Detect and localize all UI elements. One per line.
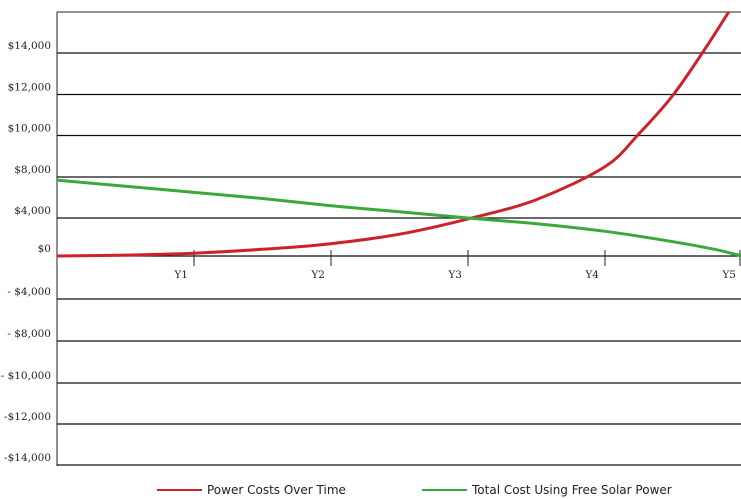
- x-tick-label: Y4: [584, 269, 599, 281]
- y-tick-label: - $8,000: [7, 328, 51, 340]
- y-tick-label: - $10,000: [1, 370, 51, 382]
- x-axis: Y1 Y2 Y3 Y4 Y5: [173, 250, 741, 281]
- legend-label: Power Costs Over Time: [207, 483, 346, 497]
- y-tick-label: -$14,000: [4, 452, 51, 464]
- y-tick-label: $14,000: [8, 40, 51, 52]
- series-solar-cost-line: [57, 178, 741, 258]
- x-tick-label: Y1: [173, 269, 188, 281]
- x-tick-label: Y5: [721, 269, 736, 281]
- series-lines: [57, 12, 741, 258]
- y-tick-label: $10,000: [8, 123, 51, 135]
- plot-frame: [56, 11, 741, 466]
- y-tick-label: $12,000: [8, 82, 51, 94]
- x-tick-label: Y3: [447, 269, 462, 281]
- legend-label: Total Cost Using Free Solar Power: [471, 483, 672, 497]
- y-tick-label: $0: [38, 243, 51, 255]
- y-tick-label: $4,000: [14, 205, 51, 217]
- series-power-costs-line: [57, 12, 731, 258]
- legend-item-solar-cost: Total Cost Using Free Solar Power: [422, 483, 672, 497]
- y-tick-label: - $4,000: [7, 286, 51, 298]
- grid-lines: [57, 52, 741, 466]
- legend-item-power-costs: Power Costs Over Time: [157, 483, 346, 497]
- x-tick-label: Y2: [310, 269, 325, 281]
- y-tick-label: $8,000: [14, 164, 51, 176]
- legend: Power Costs Over Time Total Cost Using Fr…: [157, 483, 672, 497]
- y-axis-labels: $14,000 $12,000 $10,000 $8,000 $4,000 $0 - $4,…: [1, 40, 51, 464]
- y-tick-label: -$12,000: [4, 411, 51, 423]
